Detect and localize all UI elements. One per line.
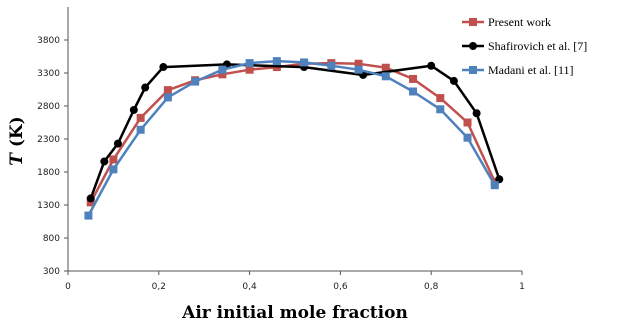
data-point	[109, 155, 118, 164]
legend: Present work Shafirovich et al. [7] Madani…	[462, 15, 587, 77]
data-point	[129, 105, 138, 114]
x-tick-label: 0,6	[333, 282, 348, 292]
series-0	[86, 59, 499, 207]
y-axis-title-symbol: T	[7, 152, 27, 166]
legend-marker	[469, 42, 477, 50]
x-tick-label: 0,4	[242, 282, 257, 292]
x-tick-label: 0	[65, 282, 71, 292]
data-point	[109, 165, 118, 174]
series-line	[89, 61, 496, 203]
y-axis-title: T (K)	[7, 116, 27, 165]
legend-marker	[469, 66, 477, 74]
data-point	[381, 72, 390, 81]
data-point	[463, 133, 472, 142]
data-point	[100, 157, 109, 166]
data-point	[141, 83, 150, 92]
data-point	[381, 63, 390, 72]
data-point	[245, 59, 254, 68]
y-tick-label: 1300	[37, 201, 60, 211]
legend-item: Shafirovich et al. [7]	[462, 39, 587, 53]
data-point	[163, 93, 172, 102]
data-point	[218, 70, 227, 79]
y-tick-label: 300	[43, 267, 60, 277]
legend-item: Madani et al. [11]	[462, 63, 574, 77]
data-point	[245, 65, 254, 74]
y-tick-label: 2300	[37, 135, 60, 145]
legend-label: Present work	[488, 15, 551, 29]
series-layer	[84, 57, 504, 220]
series-1	[86, 60, 504, 203]
y-tick-label: 1800	[37, 168, 60, 178]
data-point	[113, 139, 122, 148]
y-tick-label: 3800	[37, 36, 60, 46]
data-point	[409, 74, 418, 83]
data-point	[463, 118, 472, 127]
data-point	[272, 57, 281, 66]
data-point	[449, 76, 458, 85]
y-tick-label: 800	[43, 234, 60, 244]
axes: 300 800 1300 1800 2300 2800 3300 3800 0 0,2 0,4 0,6…	[37, 7, 525, 292]
data-point	[354, 65, 363, 74]
x-tick-label: 0,8	[424, 282, 439, 292]
series-line	[89, 63, 501, 199]
legend-marker	[469, 18, 477, 26]
data-point	[436, 94, 445, 103]
data-point	[86, 194, 95, 203]
data-point	[218, 65, 227, 74]
x-tick-label: 1	[519, 282, 525, 292]
legend-label: Shafirovich et al. [7]	[488, 39, 587, 53]
data-point	[427, 61, 436, 70]
data-point	[163, 86, 172, 95]
data-point	[490, 181, 499, 190]
data-point	[327, 61, 336, 70]
y-axis-title-unit: (K)	[7, 116, 27, 153]
data-point	[472, 109, 481, 118]
legend-item: Present work	[462, 15, 551, 29]
legend-label: Madani et al. [11]	[488, 63, 574, 77]
series-line	[87, 59, 496, 217]
x-tick-label: 0,2	[152, 282, 166, 292]
data-point	[136, 113, 145, 122]
data-point	[84, 211, 93, 220]
data-point	[191, 77, 200, 86]
data-point	[136, 125, 145, 134]
data-point	[159, 63, 168, 72]
data-point	[409, 87, 418, 96]
data-point	[436, 105, 445, 114]
data-point	[300, 58, 309, 67]
x-axis-title: Air initial mole fraction	[181, 303, 408, 323]
y-tick-label: 2800	[37, 102, 60, 112]
y-tick-label: 3300	[37, 69, 60, 79]
series-2	[84, 57, 499, 220]
data-point	[354, 59, 363, 68]
